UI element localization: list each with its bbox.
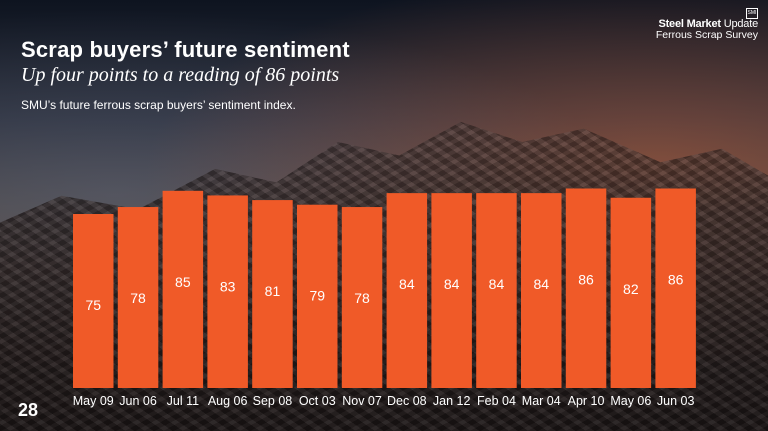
brand-logo: SMI Steel Market Update Ferrous Scrap Su… — [656, 8, 758, 41]
x-tick-label: Jan 12 — [433, 394, 471, 408]
bar-value-label: 84 — [399, 276, 415, 292]
bar-jun-06 — [117, 207, 159, 388]
bar-may-06 — [610, 197, 652, 388]
bar-feb-04 — [476, 193, 517, 388]
bar-aug-06 — [207, 195, 248, 388]
bar-value-label: 81 — [265, 283, 281, 299]
brand-name: Steel Market Update — [656, 18, 758, 30]
x-tick-label: Mar 04 — [522, 394, 561, 408]
x-tick-label: Apr 10 — [568, 394, 605, 408]
bar-mar-04 — [521, 193, 562, 388]
x-tick-label: Jun 03 — [657, 394, 695, 408]
slide-subtitle: Up four points to a reading of 86 points — [21, 64, 340, 86]
bar-may-09 — [73, 214, 114, 388]
bar-value-label: 83 — [220, 278, 236, 294]
bar-value-label: 78 — [354, 290, 370, 306]
x-tick-label: Jul 11 — [167, 394, 199, 408]
brand-name-regular: Update — [723, 18, 758, 30]
bar-value-label: 75 — [85, 297, 101, 313]
brand-badge: SMI — [746, 8, 758, 19]
x-tick-label: Dec 08 — [387, 394, 427, 408]
bar-jun-03 — [655, 188, 696, 388]
page-number: 28 — [18, 400, 39, 420]
bar-jan-12 — [431, 193, 472, 388]
chart-description: SMU’s future ferrous scrap buyers’ senti… — [21, 98, 296, 112]
x-tick-label: Sep 08 — [253, 394, 293, 408]
bar-oct-03 — [297, 204, 338, 388]
bar-value-label: 79 — [309, 288, 325, 304]
brand-survey-name: Ferrous Scrap Survey — [655, 29, 758, 41]
bar-apr-10 — [565, 188, 607, 388]
bar-jul-11 — [162, 190, 204, 388]
bar-value-label: 84 — [444, 276, 460, 292]
brand-name-bold: Steel Market — [658, 18, 721, 30]
bar-value-label: 84 — [533, 276, 549, 292]
x-tick-label: Oct 03 — [299, 394, 336, 408]
bar-value-label: 85 — [175, 274, 191, 290]
slide-title: Scrap buyers’ future sentiment — [21, 37, 350, 62]
bar-value-label: 84 — [489, 276, 505, 292]
x-tick-label: Feb 04 — [477, 394, 516, 408]
bar-value-label: 78 — [130, 290, 146, 306]
bar-value-label: 86 — [578, 271, 594, 287]
x-tick-label: May 09 — [73, 394, 114, 408]
bar-dec-08 — [386, 193, 428, 388]
bar-value-label: 86 — [668, 271, 684, 287]
bar-sep-08 — [252, 200, 293, 388]
x-tick-label: Aug 06 — [208, 394, 248, 408]
x-tick-label: Jun 06 — [119, 394, 157, 408]
bar-value-label: 82 — [623, 281, 639, 297]
bar-nov-07 — [341, 207, 383, 388]
x-tick-label: May 06 — [610, 394, 651, 408]
x-tick-label: Nov 07 — [342, 394, 382, 408]
